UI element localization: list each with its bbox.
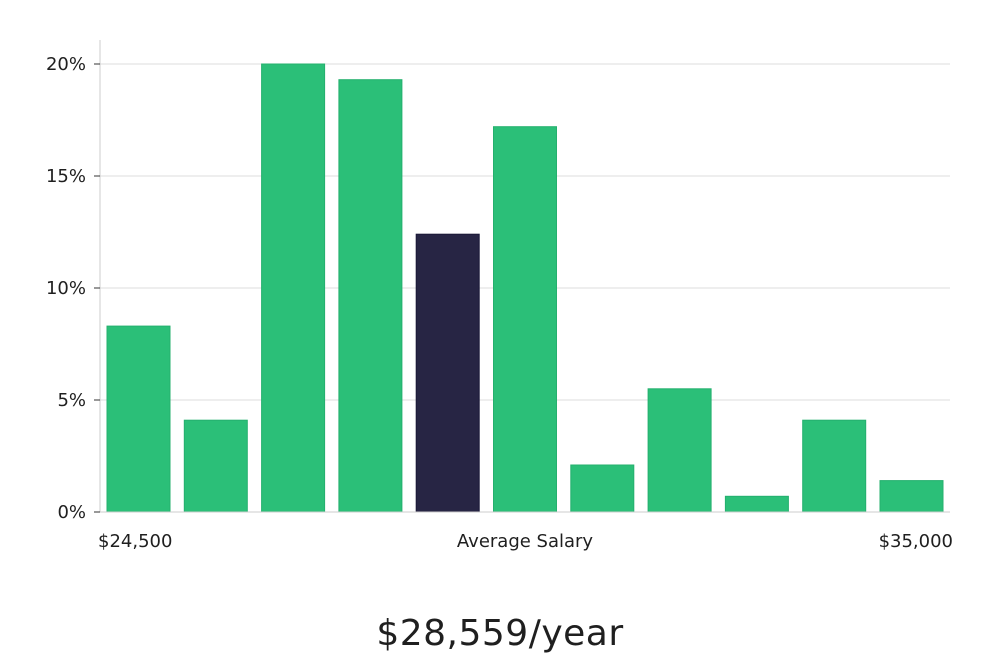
bar bbox=[493, 126, 557, 513]
y-tick-label: 10% bbox=[46, 278, 86, 299]
bar-average-salary bbox=[415, 233, 480, 513]
x-axis-labels: $24,500 Average Salary $35,000 bbox=[98, 531, 953, 552]
bar bbox=[106, 325, 171, 513]
bar bbox=[183, 419, 248, 513]
bars bbox=[106, 63, 944, 513]
x-range-end-label: $35,000 bbox=[879, 531, 953, 552]
y-tick-label: 20% bbox=[46, 54, 86, 75]
y-tick-label: 15% bbox=[46, 166, 86, 187]
y-tick-labels: 0% 5% 10% 15% 20% bbox=[46, 54, 100, 523]
y-tick-label: 0% bbox=[57, 502, 86, 523]
x-axis-title: Average Salary bbox=[457, 531, 594, 552]
bar bbox=[261, 63, 326, 513]
x-range-start-label: $24,500 bbox=[98, 531, 172, 552]
bar bbox=[879, 480, 944, 513]
bar bbox=[338, 79, 403, 513]
bar bbox=[570, 464, 635, 513]
bar bbox=[647, 388, 712, 513]
bar bbox=[724, 495, 789, 513]
y-tick-label: 5% bbox=[57, 390, 86, 411]
average-salary-value: $28,559/year bbox=[376, 613, 624, 654]
bar bbox=[802, 419, 867, 513]
axes bbox=[99, 40, 950, 513]
